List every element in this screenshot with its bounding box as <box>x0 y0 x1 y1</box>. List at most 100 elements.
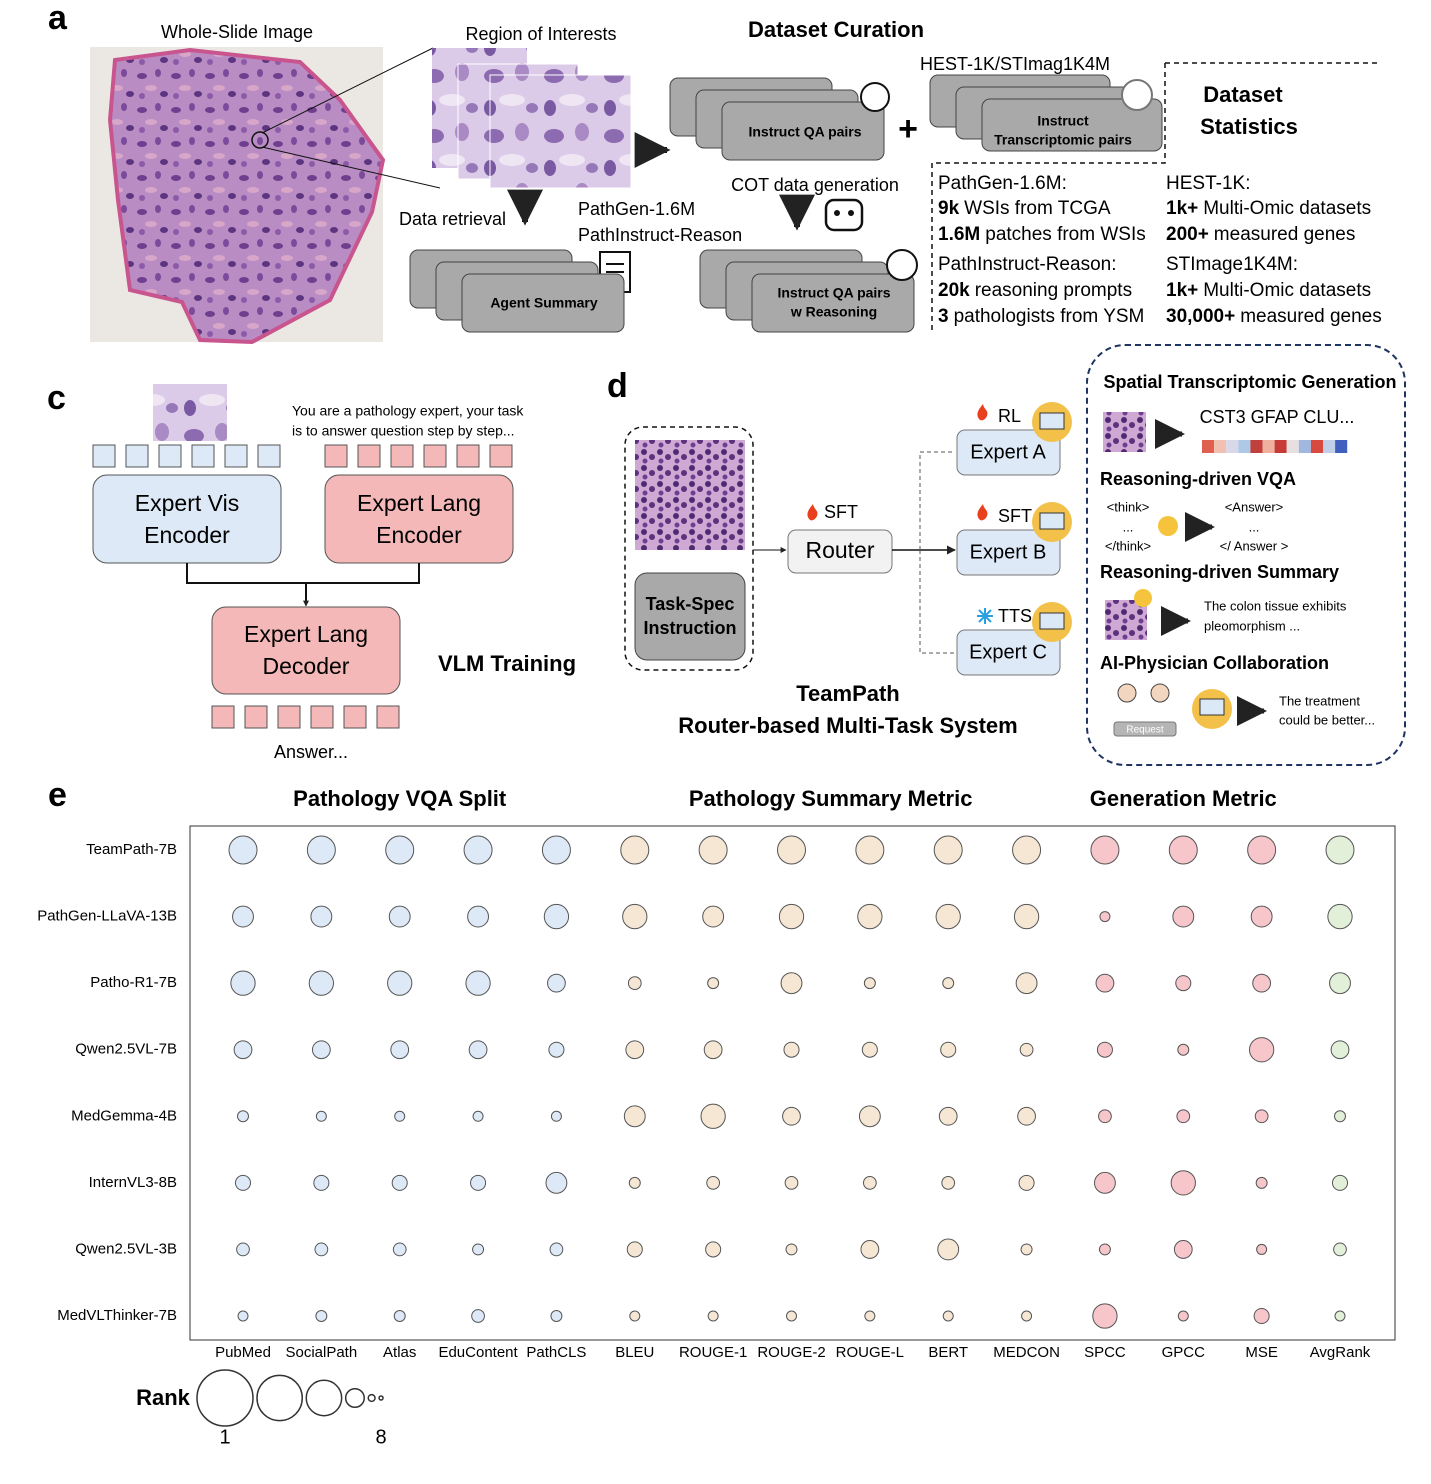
task-title: AI-Physician Collaboration <box>1100 653 1329 673</box>
stat-number: 20k <box>938 280 970 301</box>
instruction-box <box>634 572 746 661</box>
decoration: Pathology VQA Split Pathology Summary Met… <box>37 786 1371 1448</box>
bubble <box>472 1243 485 1256</box>
bubble <box>315 1110 327 1122</box>
bubble <box>942 1310 954 1322</box>
decoration: Expert A RL Expert B SFT Expert C TTS <box>956 402 1072 676</box>
stat-text: Multi-Omic datasets <box>1203 280 1371 301</box>
panel-label: a <box>48 0 68 37</box>
bubble <box>1325 835 1355 865</box>
bubble <box>700 1103 726 1129</box>
box-text: Instruct <box>1037 113 1089 129</box>
x-tick-label: GPCC <box>1162 1344 1206 1361</box>
stat-line: STImage1K4M: <box>1166 254 1298 275</box>
expert-box <box>956 629 1061 676</box>
bubble <box>780 972 803 995</box>
legend-title: Rank <box>136 1385 191 1410</box>
bubble <box>628 1176 641 1189</box>
decoder <box>211 606 401 695</box>
vis-token <box>191 444 215 468</box>
x-tick-label: PubMed <box>215 1344 271 1361</box>
expert-box <box>956 429 1061 476</box>
bubble <box>786 1310 797 1322</box>
bubble <box>1175 975 1192 992</box>
expert-tag: RL <box>998 406 1021 426</box>
stat-text: PathInstruct-Reason: <box>938 254 1116 275</box>
bubble <box>1092 1303 1118 1329</box>
x-tick-label: BLEU <box>615 1344 654 1361</box>
bubble <box>1020 1243 1033 1256</box>
legend-bubble <box>378 1395 384 1401</box>
panel-title: Router-based Multi-Task System <box>678 713 1017 738</box>
bubble <box>1012 835 1042 865</box>
expert-box <box>956 529 1061 576</box>
stat-line: 20k reasoning prompts <box>938 280 1132 301</box>
x-tick-label: ROUGE-1 <box>679 1344 747 1361</box>
bubble <box>392 1242 407 1257</box>
bubble <box>313 1174 330 1191</box>
bubble <box>545 1171 568 1194</box>
bubble <box>310 905 333 928</box>
roi-marker <box>251 131 269 149</box>
bubble <box>315 1310 328 1322</box>
bubble <box>1017 1106 1036 1126</box>
stats-title: Dataset <box>1203 82 1283 107</box>
bubble <box>463 835 493 865</box>
summary-text: pleomorphism ... <box>1204 618 1300 633</box>
y-tick-label: Qwen2.5VL-3B <box>75 1240 177 1257</box>
bubble <box>314 1242 329 1257</box>
group-title: Pathology Summary Metric <box>689 786 973 811</box>
router-box <box>787 529 893 574</box>
y-tick-label: PathGen-LLaVA-13B <box>37 908 177 925</box>
bubble <box>1331 1174 1349 1191</box>
stat-line: 1k+ Multi-Omic datasets <box>1166 280 1371 301</box>
stat-line: PathGen-1.6M: <box>938 173 1067 194</box>
lang-token <box>390 444 414 468</box>
bubble <box>1177 1310 1189 1322</box>
fire-icon <box>977 404 988 421</box>
bubble <box>550 1310 563 1322</box>
robot-icon <box>848 210 854 216</box>
bubble <box>942 977 955 990</box>
answer-text: </ Answer > <box>1220 538 1289 553</box>
stat-line: 200+ measured genes <box>1166 224 1355 245</box>
y-tick-label: Qwen2.5VL-7B <box>75 1041 177 1058</box>
bubble <box>861 1041 878 1058</box>
x-tick-label: EduContent <box>438 1344 518 1361</box>
router-tag: SFT <box>824 502 858 522</box>
bubble <box>1253 1307 1270 1325</box>
dna-icon <box>1121 79 1153 111</box>
robot-icon <box>1199 698 1225 716</box>
bubble <box>1255 1176 1268 1189</box>
decoration: PathGen-1.6M: 9k WSIs from TCGA 1.6M patches… <box>938 173 1382 327</box>
zoom-line <box>261 146 441 189</box>
vis-encoder <box>92 474 282 564</box>
decoder-text: Expert Lang <box>244 621 368 647</box>
plot-frame <box>189 825 1396 1341</box>
fire-icon <box>977 504 988 521</box>
bubble <box>236 1242 250 1257</box>
vis-token <box>224 444 248 468</box>
request-button <box>1113 721 1177 737</box>
encoder-text: Encoder <box>376 522 462 548</box>
think-text: ... <box>1123 519 1134 534</box>
bubble <box>1254 1109 1269 1124</box>
legend-bubble <box>305 1379 343 1417</box>
stat-text: measured genes <box>1240 306 1382 327</box>
expert-avatar <box>1039 512 1065 530</box>
bubble <box>626 1241 643 1258</box>
bubble <box>705 1241 722 1258</box>
gene-text: CST3 GFAP CLU... <box>1200 407 1355 427</box>
prompt: You are a pathology expert, your task <box>292 403 524 419</box>
gene-cell <box>1262 440 1275 453</box>
lang-token <box>357 444 381 468</box>
vis-token <box>158 444 182 468</box>
gene-cell <box>1298 440 1311 453</box>
fire-icon <box>807 504 818 521</box>
stat-number: 1.6M <box>938 224 980 245</box>
bubble <box>234 1174 252 1191</box>
bubble <box>1256 1243 1268 1255</box>
encoder-text: Expert Vis <box>135 490 239 516</box>
stat-line: 1.6M patches from WSIs <box>938 224 1146 245</box>
y-tick-label: TeamPath-7B <box>86 841 177 858</box>
